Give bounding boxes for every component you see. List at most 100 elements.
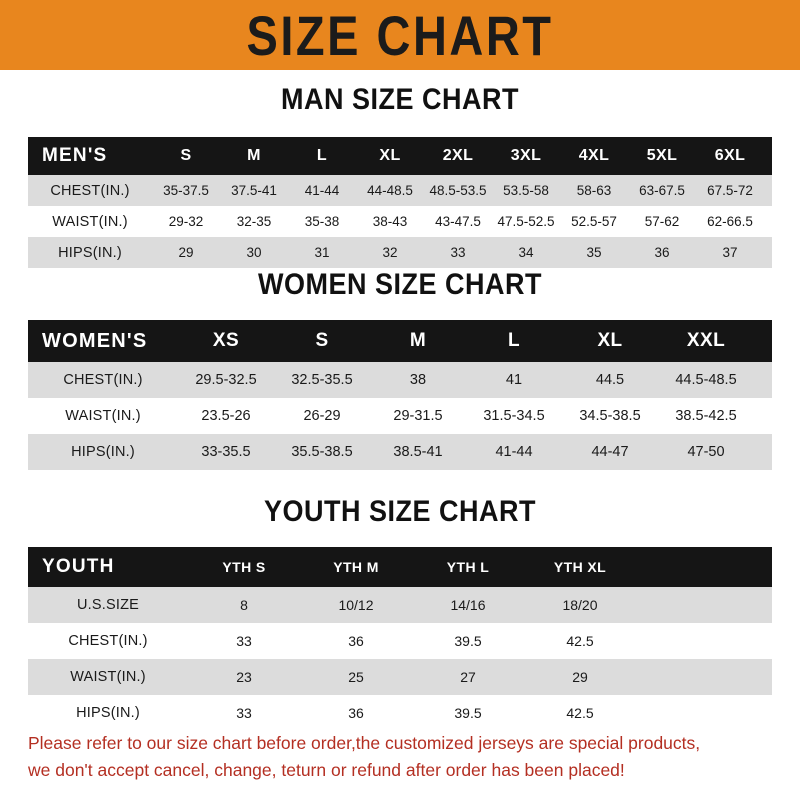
women-cell: 38.5-42.5 bbox=[675, 408, 737, 424]
table-row: WAIST(IN.) 23 25 27 29 bbox=[28, 659, 772, 695]
women-row-label: CHEST(IN.) bbox=[63, 372, 143, 388]
men-size-header: M bbox=[247, 147, 261, 164]
men-cell: 37 bbox=[722, 245, 738, 260]
men-cell: 37.5-41 bbox=[231, 183, 277, 198]
men-row-label: HIPS(IN.) bbox=[58, 244, 122, 261]
youth-size-header: YTH M bbox=[333, 559, 379, 575]
table-row: HIPS(IN.) 33-35.5 35.5-38.5 38.5-41 41-4… bbox=[28, 434, 772, 470]
men-table-header: MEN'S S M L XL 2XL 3XL 4XL 5XL 6XL bbox=[28, 137, 772, 175]
youth-cell: 29 bbox=[572, 669, 588, 685]
men-cell: 41-44 bbox=[304, 183, 340, 198]
men-size-header: S bbox=[180, 147, 192, 164]
women-cell-spacer bbox=[754, 362, 772, 398]
youth-cell: 25 bbox=[348, 669, 364, 685]
women-cell: 44.5 bbox=[595, 372, 625, 388]
women-cell: 23.5-26 bbox=[201, 408, 251, 424]
table-row: WAIST(IN.) 23.5-26 26-29 29-31.5 31.5-34… bbox=[28, 398, 772, 434]
women-size-header: L bbox=[507, 330, 520, 351]
men-size-header: 4XL bbox=[578, 147, 610, 164]
men-size-header: 3XL bbox=[510, 147, 542, 164]
youth-corner-label: YOUTH bbox=[42, 556, 115, 577]
men-cell: 62-66.5 bbox=[707, 214, 753, 229]
women-cell: 33-35.5 bbox=[201, 444, 251, 460]
youth-cell: 33 bbox=[236, 705, 252, 721]
youth-cell: 42.5 bbox=[566, 705, 594, 721]
youth-cell: 42.5 bbox=[566, 633, 594, 649]
table-row: CHEST(IN.) 33 36 39.5 42.5 bbox=[28, 623, 772, 659]
women-size-header: XS bbox=[212, 330, 240, 351]
women-cell: 31.5-34.5 bbox=[483, 408, 545, 424]
men-cell: 35-37.5 bbox=[163, 183, 209, 198]
footer-line-2: we don't accept cancel, change, teturn o… bbox=[28, 760, 625, 781]
youth-cell-spacer bbox=[636, 695, 772, 731]
youth-table-body: U.S.SIZE 8 10/12 14/16 18/20 CHEST(IN.) … bbox=[28, 587, 772, 731]
youth-cell: 27 bbox=[460, 669, 476, 685]
men-size-table: MEN'S S M L XL 2XL 3XL 4XL 5XL 6XL CHEST… bbox=[28, 137, 772, 268]
table-header-row: WOMEN'S XS S M L XL XXL bbox=[28, 320, 772, 362]
women-row-label: WAIST(IN.) bbox=[65, 408, 141, 424]
men-header-spacer bbox=[764, 137, 772, 175]
men-row-label: WAIST(IN.) bbox=[52, 213, 128, 230]
men-cell: 44-48.5 bbox=[367, 183, 413, 198]
women-cell: 41 bbox=[505, 372, 523, 388]
page-banner: SIZE CHART bbox=[0, 0, 800, 70]
men-cell: 34 bbox=[518, 245, 534, 260]
men-size-header: XL bbox=[379, 147, 401, 164]
women-cell: 35.5-38.5 bbox=[291, 444, 353, 460]
table-row: HIPS(IN.) 33 36 39.5 42.5 bbox=[28, 695, 772, 731]
youth-section-title: YOUTH SIZE CHART bbox=[263, 494, 536, 528]
table-row: U.S.SIZE 8 10/12 14/16 18/20 bbox=[28, 587, 772, 623]
men-cell-spacer bbox=[764, 206, 772, 237]
youth-cell-spacer bbox=[636, 587, 772, 623]
men-cell: 67.5-72 bbox=[707, 183, 753, 198]
youth-cell: 36 bbox=[348, 705, 364, 721]
youth-row-label: WAIST(IN.) bbox=[70, 669, 146, 685]
table-row: CHEST(IN.) 29.5-32.5 32.5-35.5 38 41 44.… bbox=[28, 362, 772, 398]
youth-cell: 18/20 bbox=[562, 597, 598, 613]
women-cell: 29-31.5 bbox=[393, 408, 443, 424]
men-cell: 29 bbox=[178, 245, 194, 260]
youth-cell: 23 bbox=[236, 669, 252, 685]
youth-cell: 14/16 bbox=[450, 597, 486, 613]
men-cell: 35-38 bbox=[304, 214, 340, 229]
page-title: SIZE CHART bbox=[246, 3, 554, 67]
youth-size-table: YOUTH YTH S YTH M YTH L YTH XL U.S.SIZE … bbox=[28, 547, 772, 731]
women-cell-spacer bbox=[754, 434, 772, 470]
women-cell: 38 bbox=[409, 372, 427, 388]
women-cell-spacer bbox=[754, 398, 772, 434]
women-cell: 29.5-32.5 bbox=[195, 372, 257, 388]
men-cell: 52.5-57 bbox=[571, 214, 617, 229]
men-cell: 29-32 bbox=[168, 214, 204, 229]
youth-cell: 33 bbox=[236, 633, 252, 649]
men-cell: 35 bbox=[586, 245, 602, 260]
men-size-header: 5XL bbox=[646, 147, 678, 164]
youth-cell: 8 bbox=[240, 597, 248, 613]
women-cell: 47-50 bbox=[687, 444, 725, 460]
women-size-header: XXL bbox=[686, 330, 726, 351]
women-size-table: WOMEN'S XS S M L XL XXL CHEST(IN.) 29.5-… bbox=[28, 320, 772, 470]
youth-cell-spacer bbox=[636, 623, 772, 659]
men-cell: 30 bbox=[246, 245, 262, 260]
youth-cell: 39.5 bbox=[454, 633, 482, 649]
youth-cell: 36 bbox=[348, 633, 364, 649]
men-size-header: L bbox=[316, 147, 328, 164]
youth-row-label: CHEST(IN.) bbox=[68, 633, 148, 649]
women-cell: 38.5-41 bbox=[393, 444, 443, 460]
men-cell: 43-47.5 bbox=[435, 214, 481, 229]
men-cell: 58-63 bbox=[576, 183, 612, 198]
women-row-label: HIPS(IN.) bbox=[71, 444, 135, 460]
table-row: WAIST(IN.) 29-32 32-35 35-38 38-43 43-47… bbox=[28, 206, 772, 237]
women-cell: 44.5-48.5 bbox=[675, 372, 737, 388]
footer-disclaimer: Please refer to our size chart before or… bbox=[28, 730, 780, 784]
men-cell: 38-43 bbox=[372, 214, 408, 229]
table-header-row: YOUTH YTH S YTH M YTH L YTH XL bbox=[28, 547, 772, 587]
footer-line-1: Please refer to our size chart before or… bbox=[28, 733, 701, 753]
men-cell: 32 bbox=[382, 245, 398, 260]
men-cell: 32-35 bbox=[236, 214, 272, 229]
men-cell: 63-67.5 bbox=[639, 183, 685, 198]
women-size-header: S bbox=[315, 330, 329, 351]
men-table-body: CHEST(IN.) 35-37.5 37.5-41 41-44 44-48.5… bbox=[28, 175, 772, 268]
youth-cell: 39.5 bbox=[454, 705, 482, 721]
women-cell: 44-47 bbox=[591, 444, 629, 460]
